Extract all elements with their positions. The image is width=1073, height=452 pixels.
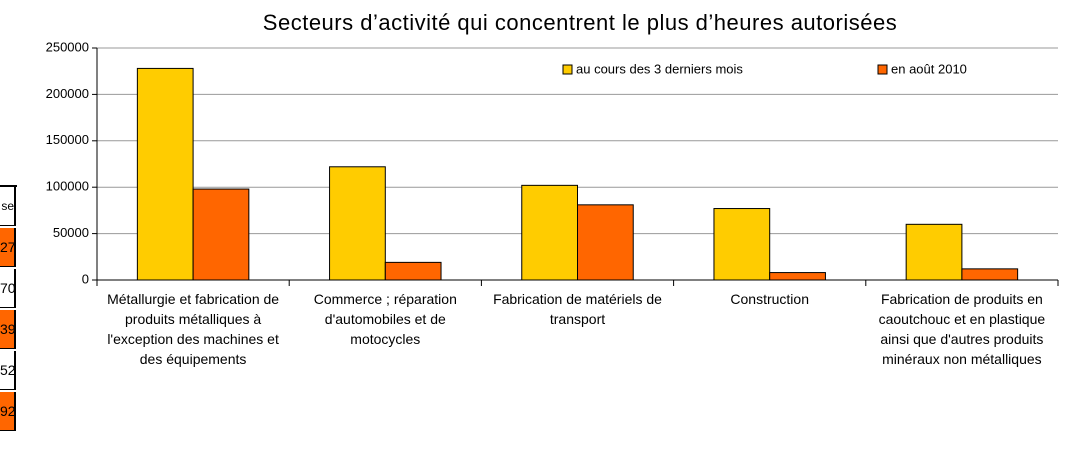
legend-swatch: [877, 64, 888, 75]
y-tick-label: 200000: [46, 86, 89, 101]
legend-label: en août 2010: [891, 61, 967, 76]
x-tick-label: Construction: [730, 291, 809, 307]
side-table: se 27 70 39 52 92: [0, 185, 17, 452]
bar: [905, 223, 963, 281]
table-cell: 70: [0, 269, 16, 308]
x-tick-label: Commerce ; réparation d'automobiles et d…: [313, 291, 457, 347]
y-tick-label: 150000: [46, 132, 89, 147]
x-tick-label: Métallurgie et fabrication de produits m…: [107, 291, 280, 367]
y-tick-label: 250000: [46, 39, 89, 54]
legend-swatch: [562, 64, 573, 75]
bar: [961, 268, 1019, 281]
x-tick-label: Fabrication de matériels de transport: [493, 291, 662, 327]
bar: [329, 166, 386, 281]
bar: [521, 184, 579, 281]
bar: [192, 188, 250, 281]
legend-label: au cours des 3 derniers mois: [576, 61, 743, 76]
table-cell: 52: [0, 351, 16, 390]
y-tick-label: 100000: [46, 179, 89, 194]
table-cell: 92: [0, 392, 16, 431]
chart-title: Secteurs d’activité qui concentrent le p…: [263, 10, 897, 35]
bar: [713, 208, 771, 281]
bar: [577, 204, 634, 281]
x-tick-label: Fabrication de produits en caoutchouc et…: [878, 291, 1046, 367]
table-cell: 27: [0, 228, 16, 267]
bar: [136, 67, 194, 281]
bar: [384, 261, 442, 281]
y-tick-label: 50000: [53, 225, 89, 240]
bar: [769, 272, 826, 281]
table-cell: 39: [0, 310, 16, 349]
table-cell: se: [0, 187, 16, 226]
y-tick-label: 0: [82, 271, 89, 286]
